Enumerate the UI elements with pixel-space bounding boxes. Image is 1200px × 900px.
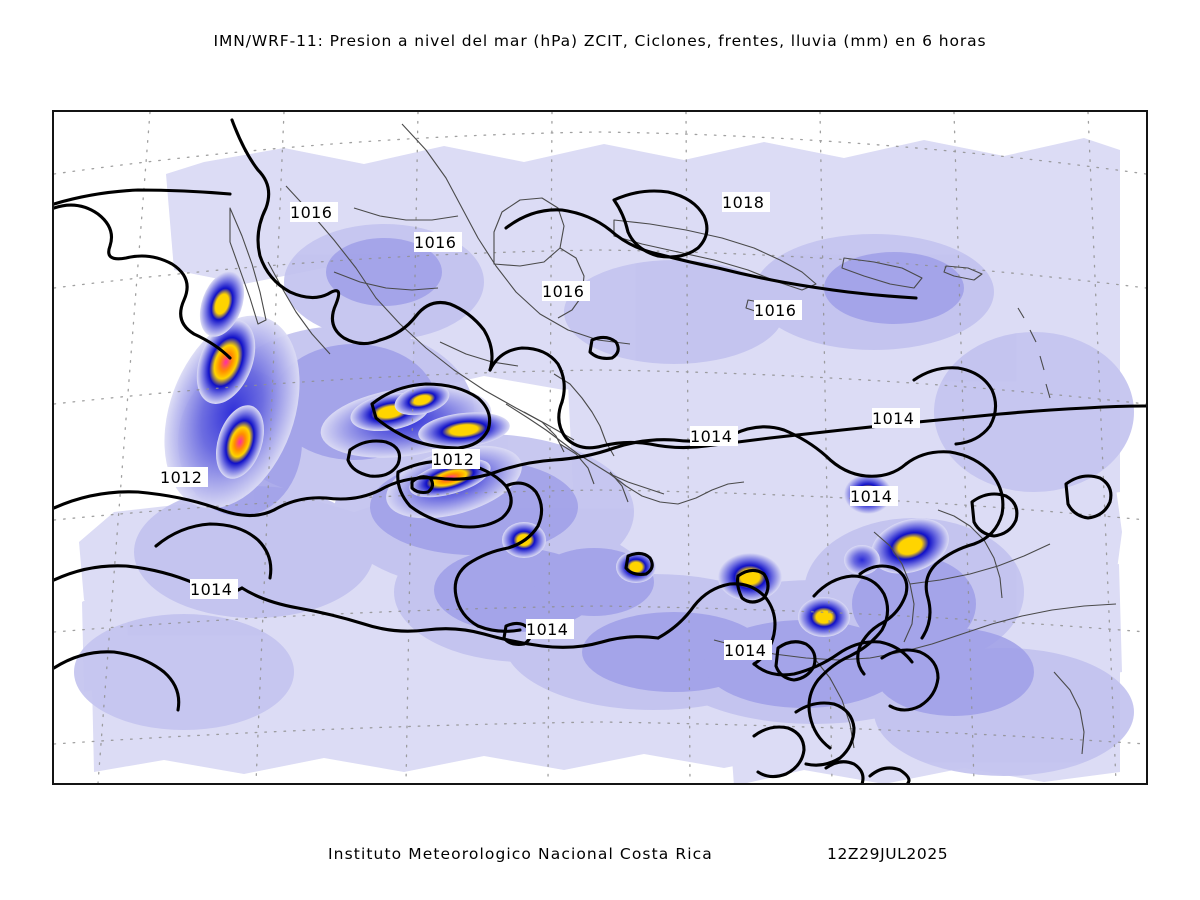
isobar-label-text: 1014 [526,620,568,639]
precip-layer-intense [164,271,949,637]
isobar-label-text: 1014 [850,487,892,506]
isobar-label: 1016 [414,232,462,252]
isobar-label-text: 1018 [722,193,764,212]
isobar-label-text: 1016 [754,301,796,320]
map-gridlines [54,112,1146,783]
isobar-label: 1012 [160,467,208,487]
isobar-contours [54,118,1146,783]
isobar-label: 1014 [690,426,738,446]
institute-label: Instituto Meteorologico Nacional Costa R… [328,845,713,863]
isobar-label-text: 1014 [190,580,232,599]
weather-map-canvas: 1016 1016 1016 1016 1018 [54,112,1146,783]
isobar-label: 1014 [190,579,238,599]
valid-time-label: 12Z29JUL2025 [827,845,949,863]
isobar-label-text: 1014 [872,409,914,428]
isobar-label-text: 1014 [690,427,732,446]
isobar-label: 1016 [754,300,802,320]
isobar-label-text: 1012 [160,468,202,487]
page-title: IMN/WRF-11: Presion a nivel del mar (hPa… [213,32,987,50]
isobar-label-text: 1014 [724,641,766,660]
isobar-label-text: 1016 [290,203,332,222]
isobar-label-text: 1016 [414,233,456,252]
isobar-label: 1016 [290,202,338,222]
isobar-label-text: 1016 [542,282,584,301]
map-frame: 1016 1016 1016 1016 1018 [52,110,1148,785]
isobar-label: 1014 [872,408,920,428]
isobar-label: 1018 [722,192,770,212]
isobar-label: 1012 [432,449,480,469]
isobar-label: 1016 [542,281,590,301]
isobar-labels-group: 1016 1016 1016 1016 1018 [160,192,920,660]
isobar-label: 1014 [724,640,772,660]
footer: Instituto Meteorologico Nacional Costa R… [52,845,1148,875]
isobar-label-text: 1012 [432,450,474,469]
isobar-label: 1014 [850,486,898,506]
isobar-label: 1014 [526,619,574,639]
